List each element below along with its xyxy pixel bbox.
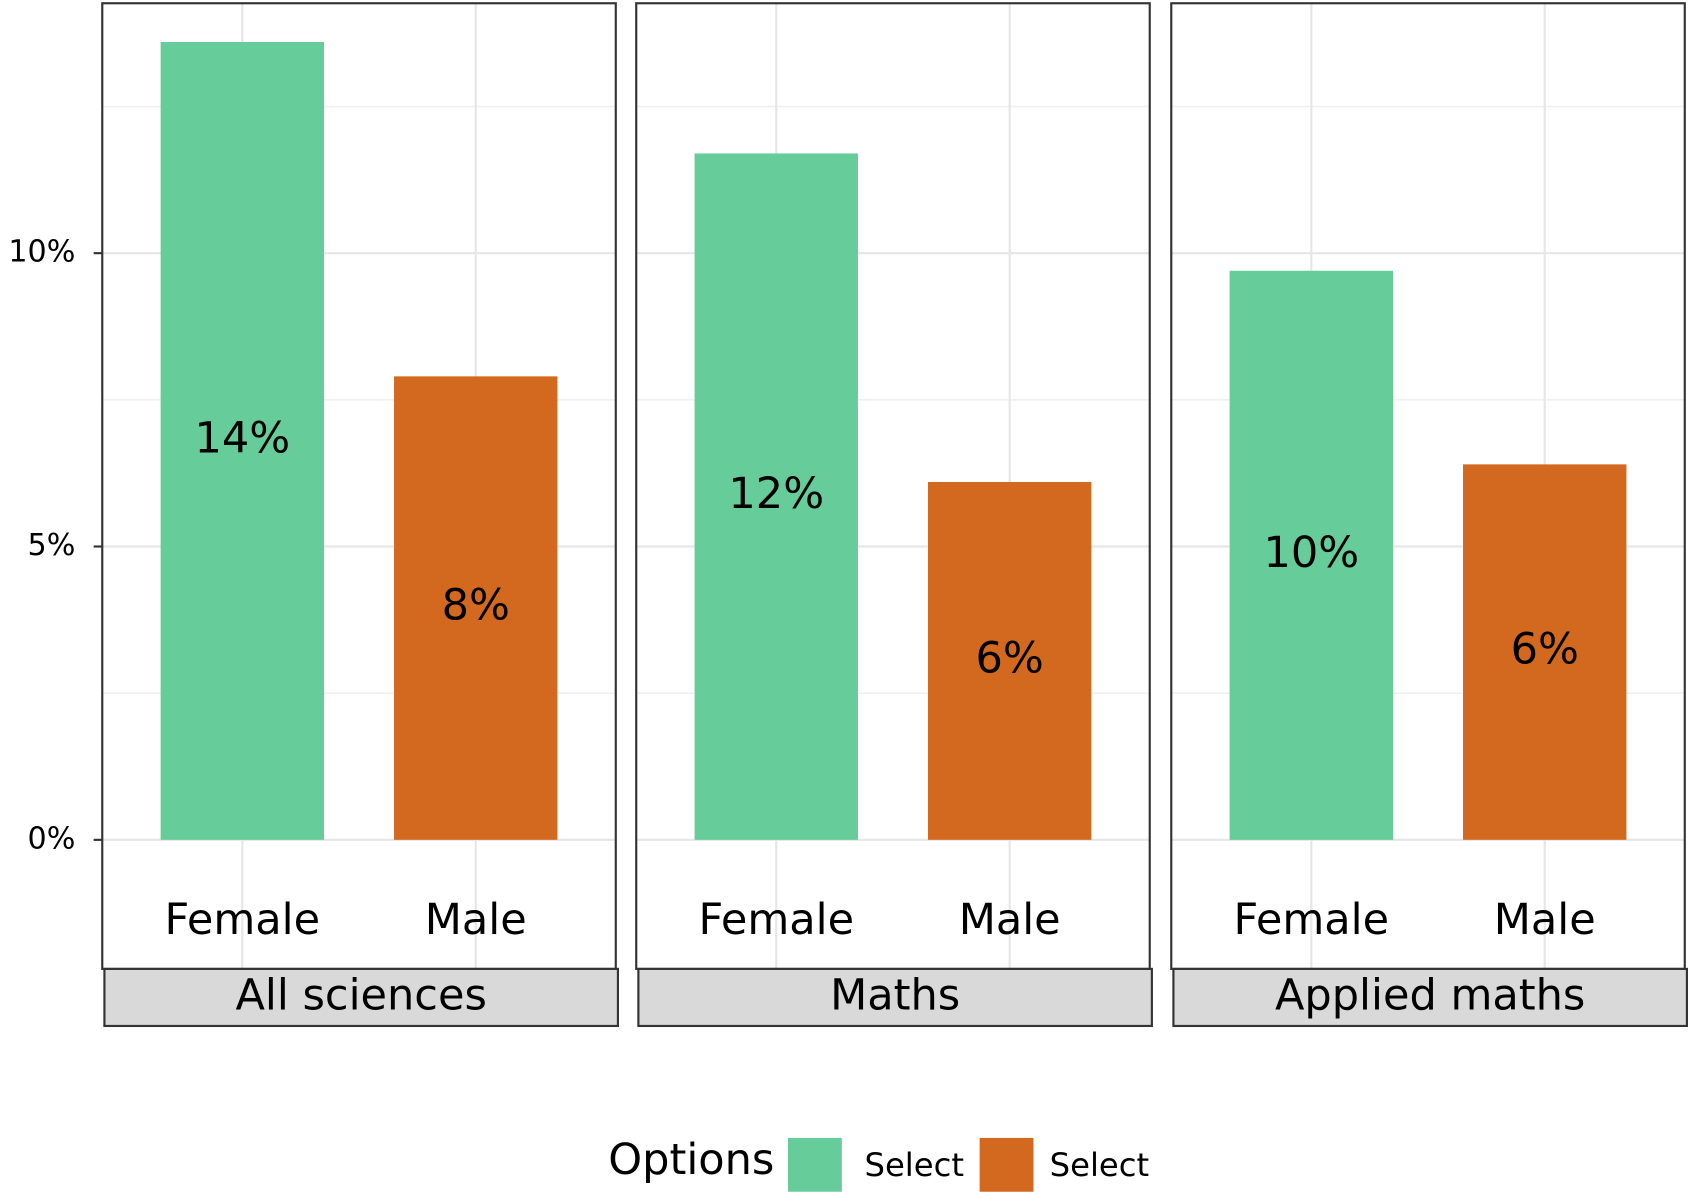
strip-title: Applied maths	[1275, 970, 1585, 1020]
x-tick-label: Male	[425, 895, 527, 945]
value-label: 8%	[442, 581, 510, 631]
y-tick-label: 10%	[8, 235, 75, 270]
strip	[637, 967, 1153, 1028]
legend-label: Select	[864, 1146, 964, 1184]
bar	[1229, 270, 1394, 840]
x-tick-label: Female	[1233, 895, 1389, 945]
strip	[1172, 967, 1688, 1028]
y-tick-label: 5%	[28, 528, 76, 563]
legend-key	[979, 1137, 1034, 1192]
value-label: 12%	[728, 469, 824, 519]
value-label: 6%	[976, 633, 1044, 683]
bar	[394, 376, 558, 840]
bar	[927, 481, 1092, 840]
x-tick-label: Male	[959, 895, 1061, 945]
bar	[694, 153, 858, 840]
bar	[160, 41, 325, 840]
x-tick-label: Female	[698, 895, 854, 945]
strip-title: Maths	[830, 970, 960, 1020]
strip-title: All sciences	[235, 970, 486, 1020]
value-label: 14%	[194, 413, 290, 463]
bar	[1463, 464, 1627, 840]
legend-label: Select	[1050, 1146, 1150, 1184]
value-label: 10%	[1263, 528, 1359, 578]
x-tick-label: Male	[1494, 895, 1596, 945]
strip	[103, 967, 620, 1028]
legend-key	[788, 1137, 842, 1192]
y-tick-label: 0%	[28, 821, 76, 856]
x-tick-label: Female	[164, 895, 320, 945]
value-label: 6%	[1511, 625, 1579, 675]
legend-title: Options	[608, 1135, 774, 1185]
